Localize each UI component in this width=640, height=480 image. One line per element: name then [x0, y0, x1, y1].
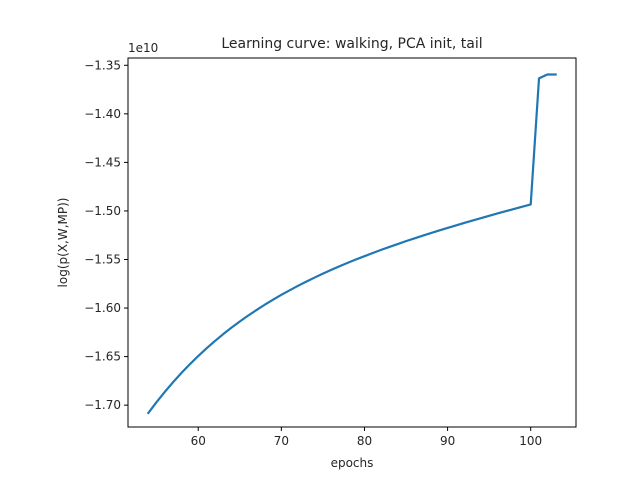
y-tick-label: −1.60: [84, 301, 121, 315]
x-tick-label: 80: [357, 434, 372, 448]
plot-frame: [127, 57, 577, 428]
x-axis-label: epochs: [331, 456, 374, 470]
series-line: [146, 73, 557, 415]
x-tick-label: 100: [519, 434, 542, 448]
y-tick-label: −1.55: [84, 252, 121, 266]
chart-title: Learning curve: walking, PCA init, tail: [221, 36, 482, 52]
y-tick-label: −1.65: [84, 350, 121, 364]
x-tick-label: 70: [274, 434, 289, 448]
y-tick-label: −1.50: [84, 204, 121, 218]
x-tick-label: 90: [440, 434, 455, 448]
y-tick-label: −1.35: [84, 58, 121, 72]
x-tick-label: 60: [191, 434, 206, 448]
y-tick-label: −1.40: [84, 107, 121, 121]
y-offset-label: 1e10: [128, 41, 158, 55]
y-axis-ticks: −1.70 −1.65 −1.60 −1.55 −1.50 −1.45 −1.40 −1.35: [84, 58, 128, 412]
y-axis-label: log(p(X,W,MP)): [56, 198, 70, 288]
y-tick-label: −1.70: [84, 398, 121, 412]
y-tick-label: −1.45: [84, 155, 121, 169]
x-axis-ticks: 60 70 80 90 100: [191, 427, 542, 448]
